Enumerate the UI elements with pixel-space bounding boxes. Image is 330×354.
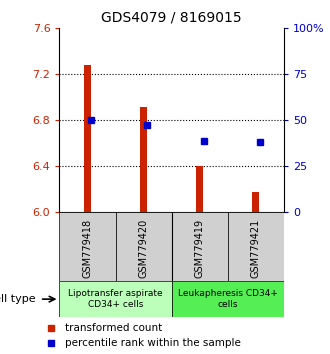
Bar	[252, 192, 259, 212]
Bar	[172, 281, 284, 317]
Bar	[140, 107, 147, 212]
Text: cell type: cell type	[0, 294, 36, 304]
Text: GSM779421: GSM779421	[251, 219, 261, 278]
Text: Lipotransfer aspirate
CD34+ cells: Lipotransfer aspirate CD34+ cells	[68, 290, 163, 309]
Bar	[115, 212, 172, 281]
Bar	[59, 212, 116, 281]
Bar	[228, 212, 284, 281]
Bar	[196, 166, 203, 212]
Bar	[84, 65, 91, 212]
Bar	[59, 281, 172, 317]
Text: GSM779420: GSM779420	[139, 219, 148, 278]
Text: transformed count: transformed count	[65, 322, 162, 332]
Title: GDS4079 / 8169015: GDS4079 / 8169015	[101, 10, 242, 24]
Text: Leukapheresis CD34+
cells: Leukapheresis CD34+ cells	[178, 290, 278, 309]
Text: GSM779419: GSM779419	[195, 219, 205, 278]
Bar	[172, 212, 228, 281]
Text: GSM779418: GSM779418	[82, 219, 92, 278]
Text: percentile rank within the sample: percentile rank within the sample	[65, 338, 241, 348]
